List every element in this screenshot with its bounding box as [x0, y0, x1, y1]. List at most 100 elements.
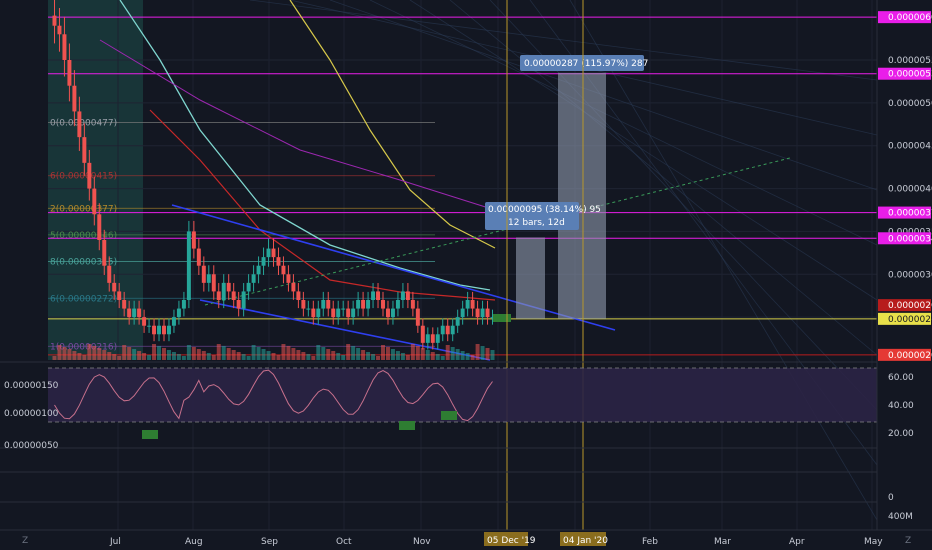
candle-body: [351, 308, 356, 318]
volume-bar: [181, 356, 186, 360]
candle-body: [405, 291, 410, 300]
fan-line: [569, 0, 878, 521]
candle-body: [231, 291, 236, 300]
candle-body: [137, 308, 142, 318]
price-tag-bg: [878, 11, 931, 24]
candle-body: [152, 325, 157, 335]
x-tick-label: Aug: [185, 537, 203, 547]
projection-label-large: 0.00000287 (115.97%) 287: [524, 59, 648, 69]
volume-bar: [385, 347, 390, 360]
volume-bar: [326, 349, 331, 360]
rsi-signal-marker: [399, 421, 415, 430]
volume-bar: [485, 348, 490, 360]
volume-bar: [152, 344, 157, 360]
volume-bar: [316, 345, 321, 360]
rsi-right-tick: 20.00: [888, 429, 914, 439]
rsi-right-tick: 40.00: [888, 401, 914, 411]
volume-bar: [266, 351, 271, 360]
volume-bar: [366, 352, 371, 360]
volume-bar: [271, 353, 276, 360]
volume-bar: [62, 347, 67, 360]
moving-average-red: [149, 109, 496, 301]
volume-bar: [142, 353, 147, 360]
volume-bar: [351, 346, 356, 360]
candle-body: [142, 317, 147, 326]
volume-bar: [261, 349, 266, 360]
candle-body: [162, 325, 166, 335]
candle-body: [480, 308, 485, 318]
candle-body: [410, 300, 415, 309]
y-tick-label: 0.00000400: [888, 185, 932, 195]
moving-average-purple: [99, 39, 496, 211]
volume-bar: [455, 349, 460, 360]
rsi-left-tick: 0.00000100: [4, 409, 59, 419]
volume-bar: [311, 356, 316, 360]
price-tag-label: 0.00000264: [888, 301, 932, 311]
volume-bar: [176, 354, 181, 360]
volume-bar: [241, 354, 246, 360]
projection-label-small: 0.00000095 (38.14%) 95: [488, 205, 601, 215]
candle-body: [82, 137, 87, 163]
zoom-icon-right: Z: [905, 536, 911, 546]
candle-body: [321, 300, 326, 309]
volume-bar: [57, 345, 62, 360]
price-tag-label: 0.00000534: [888, 70, 932, 80]
candle-body: [157, 325, 162, 335]
fan-line: [249, 0, 878, 81]
volume-bar: [381, 345, 385, 360]
candle-body: [216, 291, 221, 300]
price-tag-bg: [878, 206, 931, 219]
candle-body: [226, 282, 231, 292]
candle-body: [356, 300, 361, 309]
volume-bar: [231, 350, 236, 360]
volume-bar: [490, 350, 495, 360]
fib-level-label: 6(0.00000272): [50, 294, 117, 304]
date-highlight-bg: [560, 532, 606, 546]
x-tick-label: Sep: [261, 537, 278, 547]
volume-bar: [390, 349, 395, 360]
candle-body: [470, 300, 475, 309]
price-tag-bg: [878, 67, 931, 80]
candle-body: [361, 300, 366, 309]
volume-bar: [127, 347, 132, 360]
volume-bar: [470, 355, 475, 360]
candle-body: [395, 300, 400, 309]
candle-body: [460, 308, 465, 318]
candle-body: [97, 214, 102, 240]
fan-line: [409, 0, 878, 301]
candle-body: [286, 274, 291, 283]
volume-bar: [226, 348, 231, 360]
candle-body: [191, 231, 196, 249]
candle-body: [201, 265, 206, 283]
x-tick-label: Mar: [714, 537, 731, 547]
volume-bar: [251, 345, 256, 360]
volume-bar: [137, 351, 142, 360]
volume-bar: [246, 356, 251, 360]
price-tag-bg: [878, 232, 931, 245]
candle-body: [276, 257, 281, 266]
trendline-lower: [199, 299, 491, 361]
candle-body: [166, 325, 171, 335]
volume-bar: [420, 348, 425, 360]
candle-body: [117, 291, 122, 300]
volume-bar: [256, 347, 261, 360]
volume-bar: [361, 350, 366, 360]
candle-body: [490, 317, 495, 319]
candle-body: [251, 274, 256, 283]
candle-body: [425, 334, 430, 343]
candle-body: [52, 15, 57, 26]
projection-label-small-sub: 12 bars, 12d: [508, 218, 565, 228]
candle-body: [376, 291, 381, 300]
volume-bar: [132, 349, 137, 360]
volume-bar: [475, 344, 480, 360]
candle-body: [445, 325, 450, 335]
candle-body: [122, 300, 127, 309]
volume-bar: [480, 346, 485, 360]
candle-body: [132, 308, 137, 318]
green-marker: [493, 314, 511, 322]
fib-level-label: 2(0.00000377): [50, 204, 117, 214]
candle-body: [420, 325, 425, 343]
